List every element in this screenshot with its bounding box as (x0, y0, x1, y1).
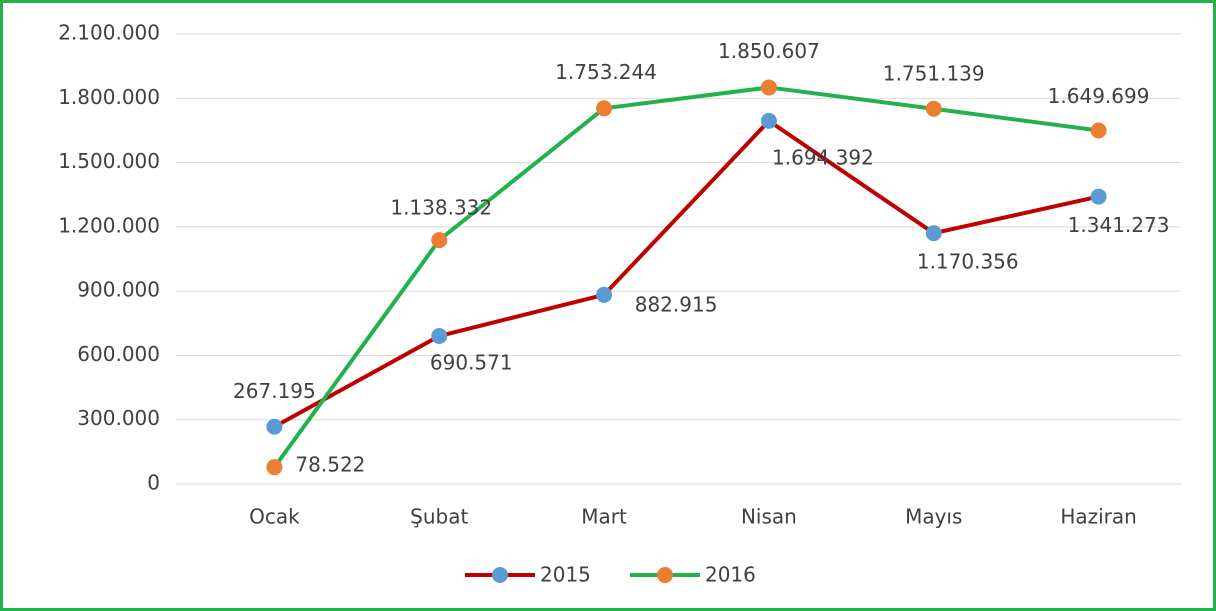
data-label: 1.751.139 (883, 61, 985, 85)
series-line (273, 118, 1100, 429)
y-tick-label: 300.000 (77, 406, 160, 430)
data-label: 690.571 (430, 351, 513, 375)
data-label: 1.850.607 (718, 39, 820, 63)
marker (431, 328, 448, 345)
marker (925, 225, 942, 242)
y-tick-label: 2.100.000 (58, 21, 160, 45)
legend-marker (657, 567, 673, 583)
data-label: 1.138.332 (390, 196, 492, 220)
x-tick-label: Haziran (1060, 505, 1137, 529)
x-tick-label: Mayıs (905, 505, 962, 529)
data-label: 1.753.244 (555, 60, 657, 84)
legend-marker (492, 567, 508, 583)
y-tick-label: 1.200.000 (58, 213, 160, 237)
series-line (272, 85, 1099, 469)
x-tick-label: Şubat (410, 505, 468, 529)
y-tick-label: 900.000 (77, 278, 160, 302)
data-label: 1.649.699 (1048, 84, 1150, 108)
marker (596, 100, 613, 117)
data-label: 1.694.392 (772, 145, 874, 169)
marker (266, 418, 283, 435)
marker (1090, 188, 1107, 205)
marker (1090, 122, 1107, 139)
data-label: 267.195 (233, 379, 316, 403)
marker (266, 459, 283, 476)
marker (596, 286, 613, 303)
y-tick-label: 0 (147, 471, 160, 495)
data-label: 78.522 (295, 453, 365, 477)
x-tick-label: Nisan (741, 505, 797, 529)
y-tick-label: 1.500.000 (58, 149, 160, 173)
data-label: 1.170.356 (917, 250, 1019, 274)
data-label: 1.341.273 (1068, 213, 1170, 237)
data-label: 882.915 (635, 292, 718, 316)
marker (760, 79, 777, 96)
marker (431, 232, 448, 249)
legend-label: 2016 (705, 563, 756, 587)
x-tick-label: Ocak (249, 505, 300, 529)
y-tick-label: 1.800.000 (58, 85, 160, 109)
marker (760, 112, 777, 129)
marker (925, 100, 942, 117)
legend-label: 2015 (540, 563, 591, 587)
y-tick-label: 600.000 (77, 342, 160, 366)
x-tick-label: Mart (581, 505, 627, 529)
